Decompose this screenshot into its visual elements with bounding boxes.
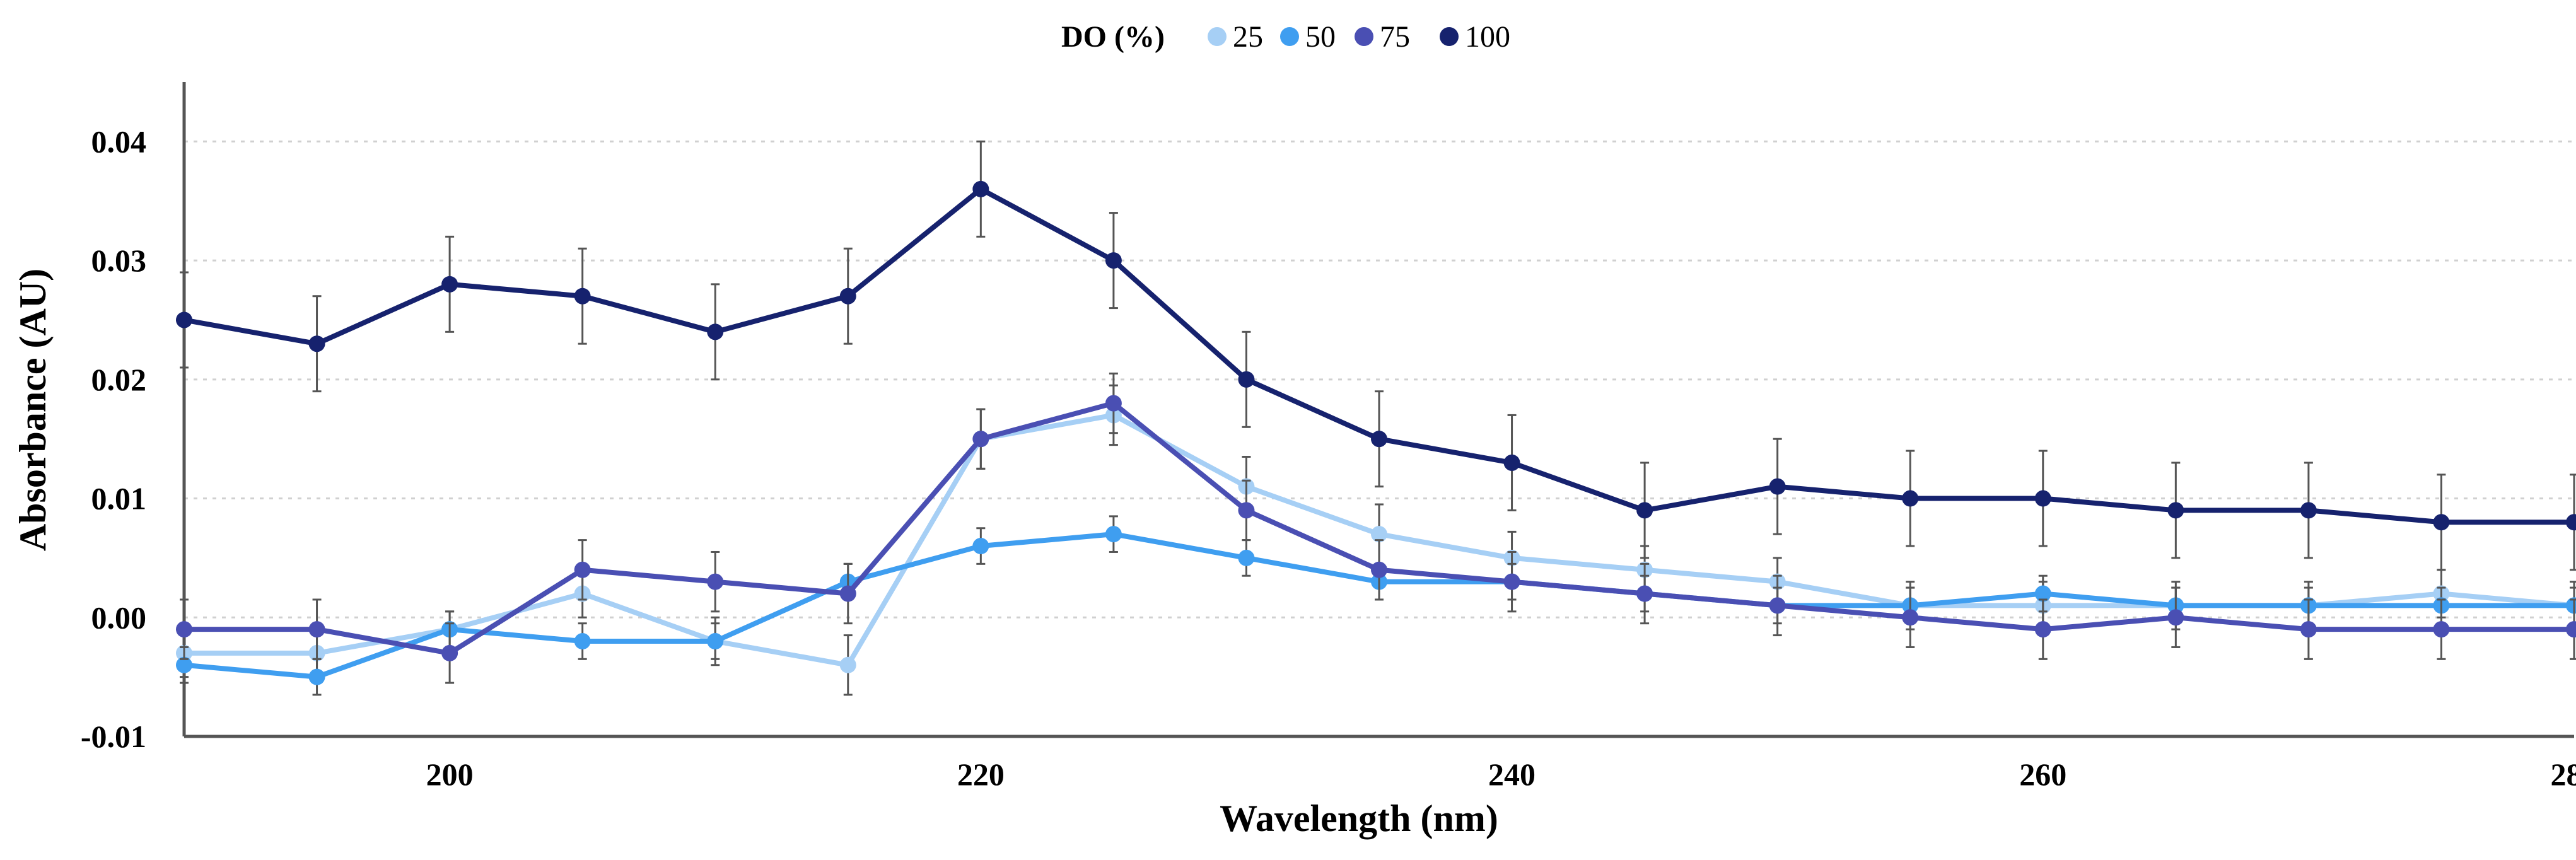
series-75: [176, 372, 2576, 684]
legend-marker: [1208, 27, 1227, 46]
data-point: [1105, 252, 1122, 269]
legend-entry-50: 50: [1280, 20, 1336, 54]
data-point: [308, 668, 325, 685]
data-point: [1105, 526, 1122, 543]
x-tick-label: 240: [1488, 757, 1536, 792]
legend: DO (%) 25 50 75 100: [1061, 20, 1510, 54]
data-point: [2034, 585, 2051, 602]
data-point: [707, 633, 724, 650]
data-point: [707, 573, 724, 590]
data-point: [1769, 597, 1786, 614]
data-point: [1238, 371, 1255, 388]
data-point: [972, 431, 989, 448]
y-tick-label: -0.01: [81, 719, 146, 754]
data-point: [574, 561, 591, 578]
series-100: [176, 140, 2576, 571]
data-point: [1503, 573, 1520, 590]
legend-label: 75: [1380, 20, 1410, 54]
legend-entry-25: 25: [1208, 20, 1263, 54]
data-point: [1902, 490, 1919, 507]
data-point: [972, 538, 989, 555]
data-point: [1636, 502, 1653, 519]
data-point: [1371, 526, 1387, 543]
data-point: [1503, 454, 1520, 471]
y-tick-label: 0.01: [91, 481, 147, 516]
data-point: [1902, 609, 1919, 626]
data-point: [176, 621, 192, 638]
data-point: [308, 621, 325, 638]
legend-marker: [1280, 27, 1299, 46]
data-point: [441, 644, 458, 661]
data-point: [574, 633, 591, 650]
legend-label: 25: [1233, 20, 1263, 54]
x-tick-label: 200: [426, 757, 474, 792]
x-tick-label: 280: [2551, 757, 2576, 792]
data-point: [2433, 514, 2450, 531]
legend-label: 50: [1305, 20, 1336, 54]
data-point: [972, 180, 989, 197]
data-point: [2034, 621, 2051, 638]
legend-entry-75: 75: [1355, 20, 1410, 54]
legend-marker: [1355, 27, 1373, 46]
data-point: [574, 288, 591, 305]
legend-marker: [1440, 27, 1459, 46]
y-tick-label: 0.03: [91, 243, 147, 278]
data-point: [2300, 502, 2317, 519]
data-point: [2566, 514, 2576, 531]
data-point: [2167, 609, 2184, 626]
data-point: [1371, 561, 1387, 578]
data-point: [707, 323, 724, 340]
legend-title: DO (%): [1061, 20, 1165, 54]
data-point: [2300, 621, 2317, 638]
data-point: [1238, 502, 1255, 519]
tick-labels: -0.01 0.00 0.01 0.02 0.03 0.04 200 220 240 260 280: [81, 124, 2576, 792]
x-axis-title: Wavelength (nm): [1220, 798, 1498, 839]
data-point: [1769, 478, 1786, 495]
legend-entry-100: 100: [1440, 20, 1510, 54]
data-point: [839, 288, 856, 305]
data-point: [1238, 549, 1255, 566]
data-point: [176, 656, 192, 673]
y-tick-label: 0.02: [91, 362, 147, 397]
y-tick-label: 0.04: [91, 124, 147, 159]
data-point: [839, 585, 856, 602]
y-axis-title: Absorbance (AU): [12, 269, 54, 551]
data-point: [839, 656, 856, 673]
data-point: [1105, 395, 1122, 412]
data-point: [308, 335, 325, 352]
data-point: [176, 311, 192, 328]
data-point: [441, 276, 458, 293]
data-point: [1371, 431, 1387, 448]
y-tick-label: 0.00: [91, 600, 147, 635]
data-point: [2167, 502, 2184, 519]
data-point: [1636, 585, 1653, 602]
x-tick-label: 220: [957, 757, 1005, 792]
data-point: [2034, 490, 2051, 507]
data-point: [2433, 621, 2450, 638]
data-point: [2566, 621, 2576, 638]
legend-label: 100: [1465, 20, 1510, 54]
x-tick-label: 260: [2019, 757, 2066, 792]
data-series: [176, 140, 2576, 696]
